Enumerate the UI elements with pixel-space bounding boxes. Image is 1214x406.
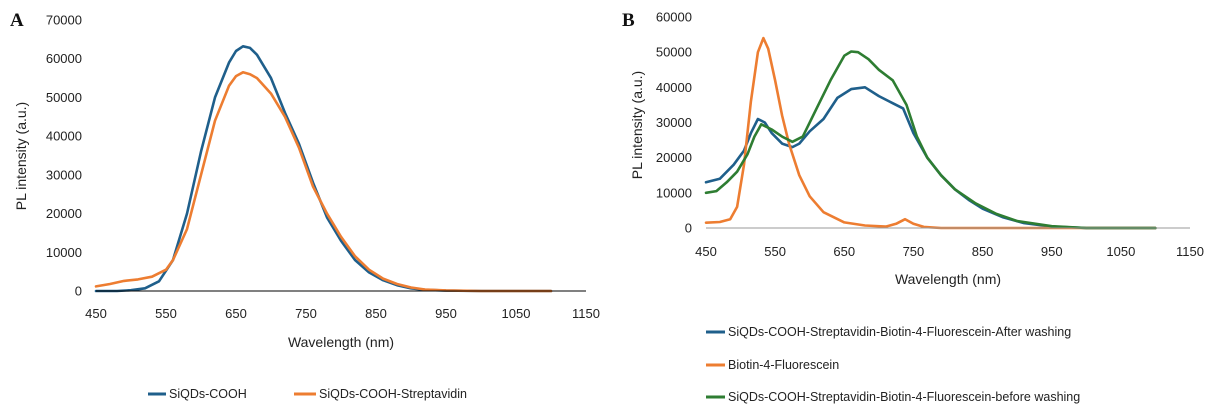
panel-b-x-tick-label: 850	[972, 244, 994, 259]
panel-a-legend-label-2: SiQDs-COOH-Streptavidin	[319, 387, 467, 401]
panel-a-legend: SiQDs-COOH SiQDs-COOH-Streptavidin	[148, 387, 467, 401]
panel-a-legend-label-1: SiQDs-COOH	[169, 387, 247, 401]
panel-b-series	[704, 36, 1157, 230]
panel-a-series	[94, 44, 553, 293]
panel-b-x-tick-label: 450	[695, 244, 717, 259]
panel-a-y-tick-label: 0	[75, 284, 82, 299]
panel-b-series-line-1	[704, 86, 1157, 230]
panel-b-x-ticks: 450 550 650 750 850 950 1050 1150	[695, 244, 1204, 259]
panel-a-y-tick-label: 30000	[46, 167, 82, 182]
panel-a-x-tick-label: 450	[85, 306, 107, 321]
panel-a-x-axis-title: Wavelength (nm)	[288, 334, 394, 350]
panel-b-y-ticks: 0 10000 20000 30000 40000 50000 60000	[656, 10, 692, 236]
panel-b: B 0 10000 20000 30000 40000 50000 60000 450 550…	[622, 10, 1204, 405]
panel-b-x-tick-label: 950	[1041, 244, 1063, 259]
panel-b-x-tick-label: 1150	[1176, 244, 1204, 259]
panel-b-y-tick-label: 50000	[656, 45, 692, 60]
panel-b-y-tick-label: 30000	[656, 115, 692, 130]
panel-a-x-tick-label: 550	[155, 306, 177, 321]
panel-a-x-tick-label: 1050	[502, 306, 531, 321]
panel-b-y-tick-label: 10000	[656, 185, 692, 200]
panel-b-legend-label-2: Biotin-4-Fluorescein	[728, 358, 839, 372]
panel-b-legend-label-3: SiQDs-COOH-Streptavidin-Biotin-4-Fluores…	[728, 390, 1080, 404]
panel-b-x-tick-label: 550	[764, 244, 786, 259]
panel-b-x-tick-label: 1050	[1106, 244, 1135, 259]
panel-b-y-tick-label: 20000	[656, 150, 692, 165]
panel-a-y-axis-title: PL intensity (a.u.)	[13, 102, 29, 210]
panel-b-series-line-3	[704, 50, 1157, 230]
panel-b-letter: B	[622, 10, 635, 31]
panel-a-letter: A	[10, 10, 24, 31]
panel-a-y-tick-label: 10000	[46, 245, 82, 260]
panel-a-x-tick-label: 950	[435, 306, 457, 321]
panel-a-y-tick-label: 60000	[46, 51, 82, 66]
panel-a-x-tick-label: 750	[295, 306, 317, 321]
panel-b-x-tick-label: 750	[903, 244, 925, 259]
panel-a-y-tick-label: 50000	[46, 90, 82, 105]
panel-a-y-tick-label: 40000	[46, 129, 82, 144]
panel-a-x-tick-label: 1150	[572, 306, 600, 321]
panel-b-y-tick-label: 60000	[656, 10, 692, 25]
panel-b-y-axis-title: PL intensity (a.u.)	[629, 71, 645, 179]
panel-a-y-ticks: 0 10000 20000 30000 40000 50000 60000 70000	[46, 13, 82, 299]
panel-a-y-tick-label: 70000	[46, 13, 82, 28]
panel-a-series-line-2	[94, 71, 553, 293]
panel-a-x-ticks: 450 550 650 750 850 950 1050 1150	[85, 306, 600, 321]
panel-a-x-tick-label: 850	[365, 306, 387, 321]
panel-b-legend: SiQDs-COOH-Streptavidin-Biotin-4-Fluores…	[706, 325, 1080, 404]
panel-a-y-tick-label: 20000	[46, 206, 82, 221]
panel-a-series-line-1	[94, 44, 553, 293]
panel-b-y-tick-label: 0	[685, 221, 692, 236]
panel-b-x-axis-title: Wavelength (nm)	[895, 271, 1001, 287]
panel-a-x-tick-label: 650	[225, 306, 247, 321]
panel-b-x-tick-label: 650	[833, 244, 855, 259]
panel-a: A 0 10000 20000 30000 40000 50000 60000 70000 4…	[10, 10, 600, 401]
panel-b-y-tick-label: 40000	[656, 80, 692, 95]
panel-b-legend-label-1: SiQDs-COOH-Streptavidin-Biotin-4-Fluores…	[728, 325, 1071, 339]
